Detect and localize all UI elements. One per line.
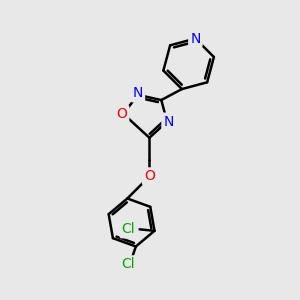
Text: N: N (190, 32, 201, 46)
Text: O: O (116, 107, 127, 121)
Text: O: O (144, 169, 155, 183)
Text: Cl: Cl (122, 222, 135, 236)
Text: N: N (133, 86, 143, 100)
Text: N: N (164, 115, 174, 129)
Text: Cl: Cl (122, 257, 135, 271)
